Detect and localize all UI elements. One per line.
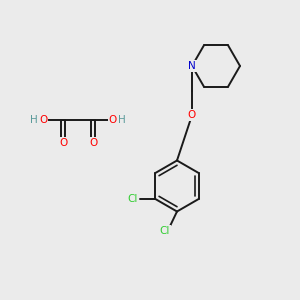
Text: O: O [108,115,117,125]
Text: N: N [188,61,196,71]
Text: O: O [39,115,48,125]
Text: O: O [188,110,196,120]
Text: H: H [30,115,38,125]
Text: Cl: Cl [128,194,138,204]
Text: O: O [59,137,67,148]
Text: Cl: Cl [160,226,170,236]
Text: H: H [118,115,126,125]
Text: O: O [89,137,97,148]
